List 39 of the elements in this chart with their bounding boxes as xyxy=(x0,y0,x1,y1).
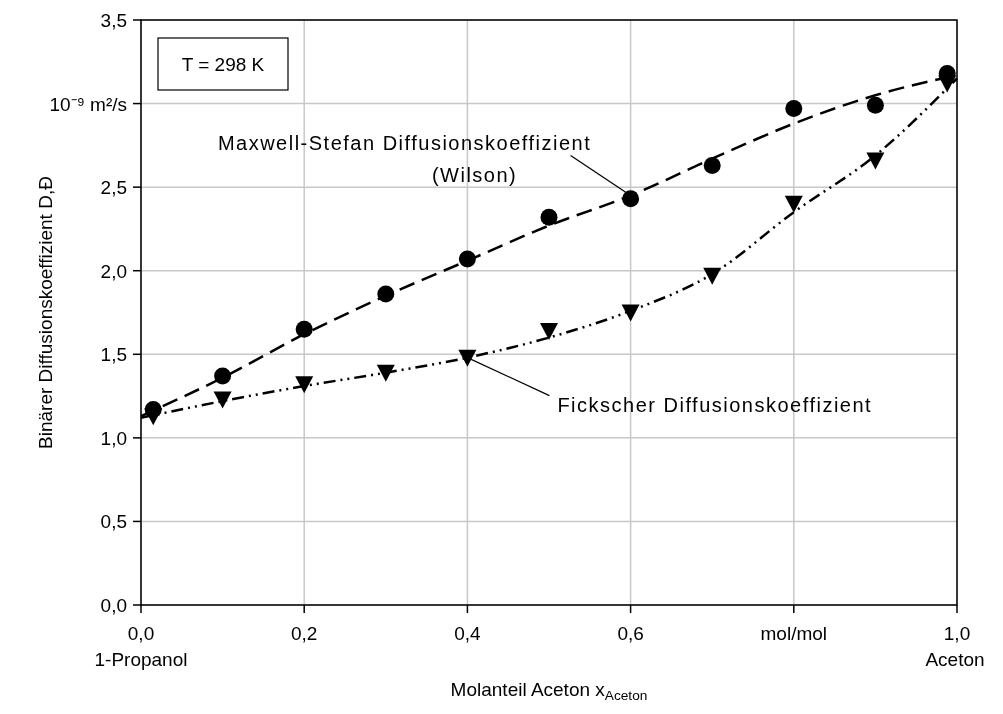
annotation: Fickscher Diffusionskoeffizient xyxy=(557,393,873,416)
point xyxy=(295,320,313,338)
x-tick-label: 1,0 Aceton xyxy=(925,623,985,670)
annotation: T = 298 K xyxy=(181,54,265,75)
point xyxy=(376,364,395,382)
x-tick-label: mol/mol xyxy=(760,623,828,644)
point xyxy=(703,267,722,285)
y-axis-title: Binärer Diffusionskoeffizient D,Đ xyxy=(35,176,56,449)
point xyxy=(938,75,957,93)
point xyxy=(703,156,721,174)
point xyxy=(866,96,884,114)
point xyxy=(295,376,314,394)
y-tick-label: 1,5 xyxy=(100,344,127,366)
annotation: Maxwell-Stefan Diffusionskoeffizient (Wilson) xyxy=(217,131,592,186)
point xyxy=(622,190,640,208)
y-tick-label: 2,0 xyxy=(100,260,127,282)
point xyxy=(213,391,232,409)
point xyxy=(144,408,163,426)
x-tick-label: 0,4 xyxy=(454,623,482,644)
point xyxy=(458,349,477,367)
x-tick-label: 0,0 1-Propanol xyxy=(94,623,188,670)
x-tick-label: 0,6 xyxy=(617,623,644,644)
point xyxy=(784,195,803,213)
x-axis-title: Molanteil Aceton x$_{Aceton}$ xyxy=(450,679,648,704)
point xyxy=(214,367,232,385)
y-tick-label: 1,0 xyxy=(100,427,127,449)
point xyxy=(540,322,558,340)
point xyxy=(540,208,558,226)
point xyxy=(621,304,640,322)
point xyxy=(377,285,395,303)
point xyxy=(785,100,803,118)
x-tick-label: 0,2 xyxy=(290,623,318,644)
point xyxy=(458,250,476,268)
y-tick-label: 0,0 xyxy=(100,595,127,616)
text: 10⁻⁹ m²/s xyxy=(49,93,127,115)
point xyxy=(866,152,885,170)
y-tick-label: 0,5 xyxy=(100,511,127,533)
y-tick-label: 2,5 xyxy=(100,177,127,199)
y-tick-label: 3,5 xyxy=(100,10,127,31)
